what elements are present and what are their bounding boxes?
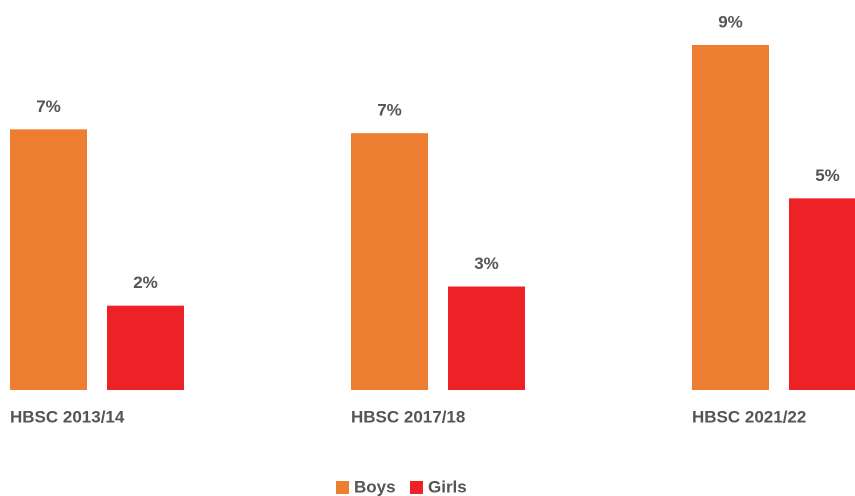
- value-label: 7%: [377, 101, 402, 120]
- value-label: 2%: [133, 273, 158, 292]
- x-tick-label: HBSC 2013/14: [10, 407, 125, 426]
- legend-swatch: [336, 481, 349, 494]
- bar: [692, 45, 769, 390]
- legend-label: Girls: [428, 477, 467, 496]
- bar: [789, 198, 855, 390]
- bar: [10, 129, 87, 391]
- x-tick-label: HBSC 2021/22: [692, 407, 806, 426]
- value-label: 5%: [815, 166, 840, 185]
- bar: [107, 305, 184, 390]
- value-label: 3%: [474, 254, 499, 273]
- value-label: 7%: [36, 97, 61, 116]
- x-tick-label: HBSC 2017/18: [351, 407, 465, 426]
- bar: [448, 286, 525, 390]
- legend-swatch: [410, 481, 423, 494]
- bar: [351, 133, 428, 390]
- value-label: 9%: [718, 12, 743, 31]
- legend-label: Boys: [354, 477, 396, 496]
